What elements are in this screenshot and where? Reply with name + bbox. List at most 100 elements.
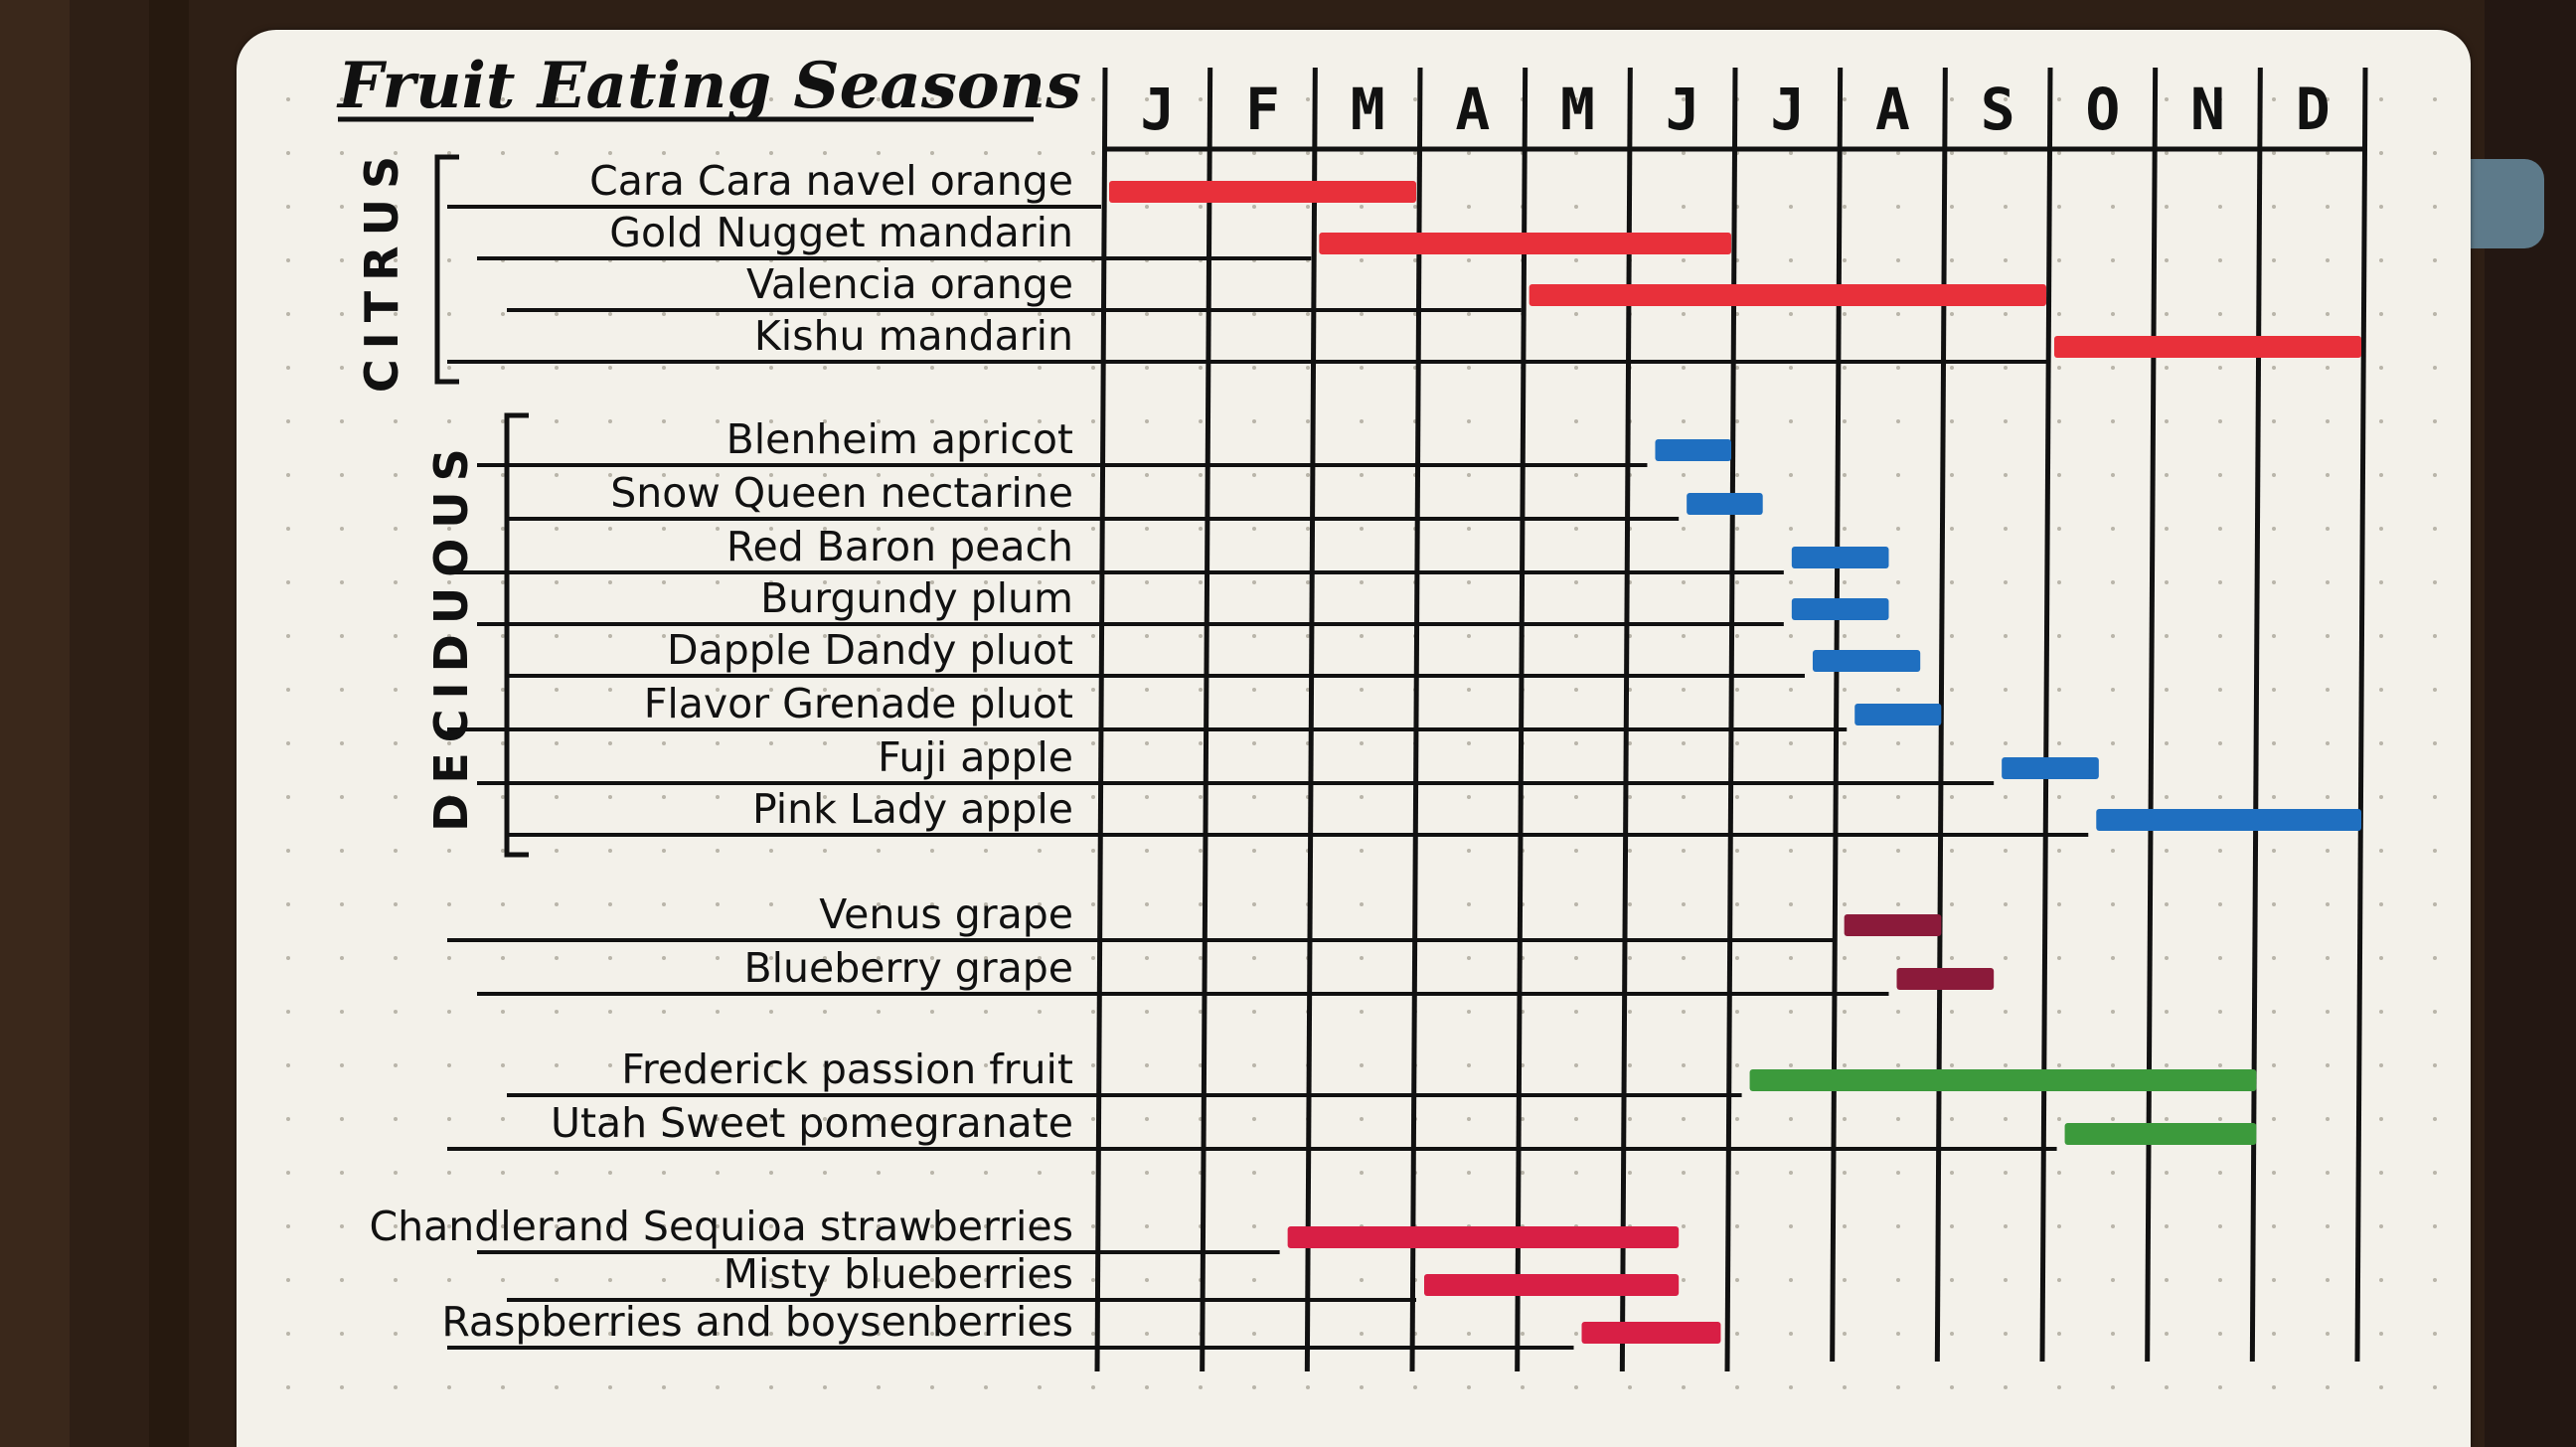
grid-dot	[2433, 741, 2437, 745]
grid-dot	[2165, 1332, 2169, 1336]
month-label: M	[1560, 76, 1595, 143]
grid-dot	[1950, 419, 1954, 423]
grid-dot	[1574, 1171, 1578, 1175]
grid-dot	[823, 956, 827, 960]
grid-dot	[930, 419, 934, 423]
grid-dot	[1360, 97, 1364, 101]
grid-dot	[1467, 258, 1471, 262]
season-bar	[2002, 757, 2099, 779]
grid-dot	[1199, 419, 1203, 423]
grid-dot	[2165, 97, 2169, 101]
grid-dot	[2379, 956, 2383, 960]
grid-dot	[608, 741, 612, 745]
grid-dot	[2379, 1332, 2383, 1336]
grid-dot	[1789, 151, 1793, 155]
fruit-label: Utah Sweet pomegranate	[551, 1099, 1073, 1147]
grid-dot	[1574, 956, 1578, 960]
grid-dot	[340, 1171, 344, 1175]
grid-dot	[1252, 205, 1256, 209]
month-gridline	[1304, 67, 1318, 1372]
grid-dot	[2326, 902, 2330, 906]
grid-dot	[2165, 1278, 2169, 1282]
season-bar	[1791, 547, 1889, 568]
grid-dot	[1145, 1117, 1149, 1121]
grid-dot	[662, 1117, 666, 1121]
grid-dot	[716, 1278, 720, 1282]
grid-dot	[1091, 1117, 1095, 1121]
grid-dot	[1789, 1332, 1793, 1336]
grid-dot	[555, 849, 559, 853]
grid-dot	[1789, 97, 1793, 101]
grid-dot	[1843, 527, 1847, 531]
grid-dot	[1843, 419, 1847, 423]
grid-dot	[447, 151, 451, 155]
grid-dot	[1145, 312, 1149, 316]
grid-dot	[1038, 795, 1042, 799]
grid-dot	[286, 419, 290, 423]
grid-dot	[2218, 205, 2222, 209]
grid-dot	[286, 366, 290, 370]
grid-dot	[1467, 1010, 1471, 1014]
grid-dot	[662, 1063, 666, 1067]
grid-dot	[501, 902, 505, 906]
grid-dot	[1199, 473, 1203, 477]
month-label: J	[1666, 76, 1700, 143]
grid-dot	[2004, 258, 2008, 262]
grid-dot	[286, 741, 290, 745]
grid-dot	[1360, 1117, 1364, 1121]
grid-dot	[877, 795, 881, 799]
grid-dot	[769, 527, 773, 531]
grid-dot	[1574, 1117, 1578, 1121]
grid-dot	[2326, 419, 2330, 423]
grid-dot	[1360, 795, 1364, 799]
grid-dot	[1789, 258, 1793, 262]
grid-dot	[2218, 795, 2222, 799]
grid-dot	[769, 849, 773, 853]
grid-dot	[1091, 902, 1095, 906]
grid-dot	[2057, 580, 2061, 584]
grid-dot	[662, 1171, 666, 1175]
grid-dot	[340, 1332, 344, 1336]
grid-dot	[2379, 205, 2383, 209]
grid-dot	[2057, 258, 2061, 262]
grid-dot	[1896, 1332, 1900, 1336]
grid-dot	[2433, 1063, 2437, 1067]
grid-dot	[1574, 366, 1578, 370]
grid-dot	[1843, 1332, 1847, 1336]
grid-dot	[1896, 419, 1900, 423]
grid-dot	[2057, 1385, 2061, 1389]
grid-dot	[1038, 688, 1042, 692]
grid-dot	[447, 527, 451, 531]
grid-dot	[1306, 205, 1310, 209]
grid-dot	[447, 473, 451, 477]
grid-dot	[2433, 1332, 2437, 1336]
grid-dot	[1843, 258, 1847, 262]
grid-dot	[1306, 312, 1310, 316]
grid-dot	[1950, 1171, 1954, 1175]
grid-dot	[2218, 1117, 2222, 1121]
grid-dot	[1735, 849, 1739, 853]
grid-dot	[662, 527, 666, 531]
grid-dot	[1360, 151, 1364, 155]
grid-dot	[1467, 151, 1471, 155]
grid-dot	[340, 634, 344, 638]
grid-dot	[1896, 956, 1900, 960]
grid-dot	[501, 956, 505, 960]
grid-dot	[662, 419, 666, 423]
grid-dot	[1628, 1010, 1632, 1014]
fruit-label: Valencia orange	[746, 260, 1073, 308]
grid-dot	[2433, 902, 2437, 906]
grid-dot	[2004, 741, 2008, 745]
grid-dot	[2111, 312, 2115, 316]
grid-dot	[1199, 849, 1203, 853]
grid-dot	[1896, 902, 1900, 906]
grid-dot	[1252, 419, 1256, 423]
grid-dot	[2165, 1171, 2169, 1175]
grid-dot	[1628, 1117, 1632, 1121]
grid-dot	[608, 473, 612, 477]
grid-dot	[2272, 849, 2276, 853]
grid-dot	[823, 849, 827, 853]
grid-dot	[2111, 1278, 2115, 1282]
grid-dot	[1091, 1171, 1095, 1175]
